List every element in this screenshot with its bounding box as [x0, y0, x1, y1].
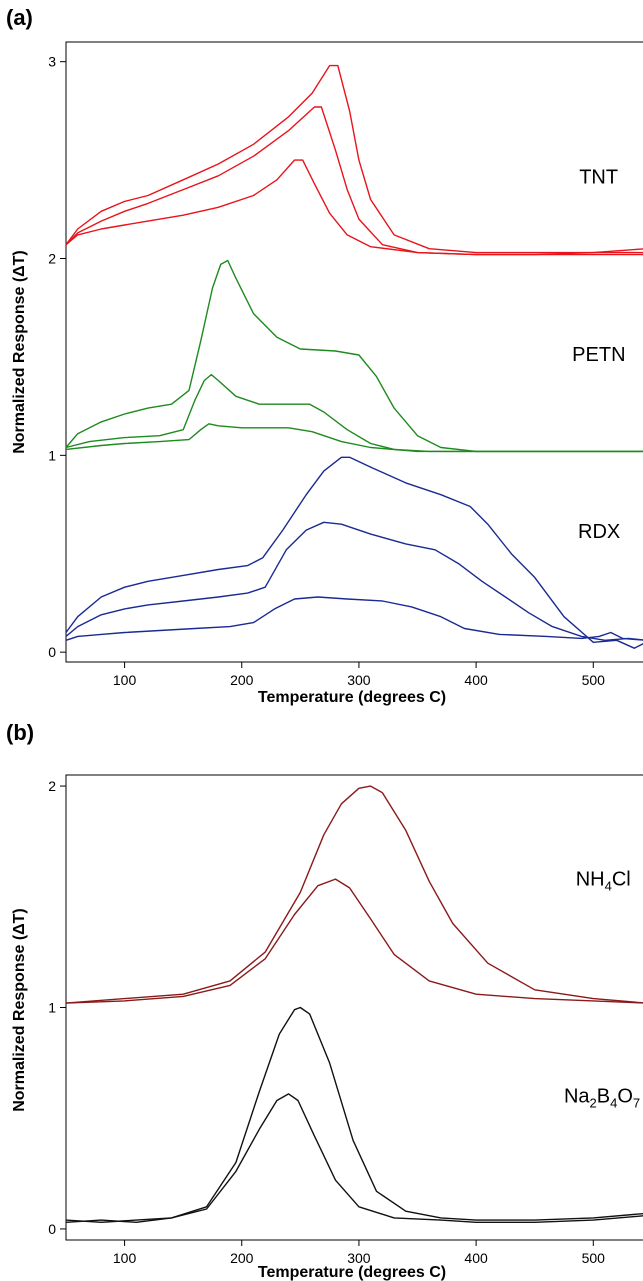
panel-a-series-rdx-line-8	[65, 596, 643, 641]
panel-b-series-labels: NH4Cl Na2B4O7	[564, 869, 640, 1111]
panel-b-series-label-1: Na2B4O7	[564, 1086, 640, 1111]
panel-a-x-tick-label-4: 500	[582, 672, 606, 688]
panel-b-y-axis-label: Normalized Response (ΔT)	[11, 908, 28, 1112]
panel-b-x-tick-label-3: 400	[464, 1250, 488, 1266]
panel-a-series-label-2: RDX	[578, 521, 620, 543]
panel-a-series-lines	[65, 64, 643, 649]
panel-b-series-nh4cl-line-1	[65, 878, 643, 1004]
panel-a-y-axis: 0 1 2 3	[48, 54, 66, 660]
panel-a-tnt-petn-rdx: (a) 0 1 2 3 100 200 300 400 500 TNT PETN RDX Temp…	[6, 5, 643, 706]
panel-b-y-axis: 0 1 2	[48, 778, 66, 1237]
panel-b-series-na2b4o7-line-3	[65, 1093, 643, 1223]
panel-b-nh4cl-na2b4o7: (b) 0 1 2 100 200 300 400 500 NH4Cl Na2B4O7 Tem…	[6, 720, 643, 1281]
panel-b-y-tick-label-1: 1	[48, 1000, 56, 1016]
panel-b-x-tick-label-4: 500	[582, 1250, 606, 1266]
panel-a-plot-frame	[65, 41, 643, 663]
panel-a-y-tick-label-1: 1	[48, 447, 56, 463]
panel-b-x-tick-label-0: 100	[113, 1250, 137, 1266]
panel-a-series-rdx-line-6	[65, 456, 643, 649]
panel-a-y-tick-label-3: 3	[48, 54, 56, 70]
panel-a-y-tick-label-2: 2	[48, 251, 56, 267]
panel-a-x-tick-label-2: 300	[347, 672, 371, 688]
panel-b-series-lines	[65, 785, 643, 1223]
panel-b-x-tick-label-2: 300	[347, 1250, 371, 1266]
panel-a-x-tick-label-0: 100	[113, 672, 137, 688]
panel-a-series-tnt-line-2	[65, 159, 643, 256]
panel-b-y-tick-label-2: 2	[48, 778, 56, 794]
panel-a-series-rdx-line-7	[65, 521, 643, 641]
panel-b-plot-frame	[65, 774, 643, 1241]
panel-a-series-tnt-line-1	[65, 106, 643, 256]
panel-a-x-tick-label-3: 400	[464, 672, 488, 688]
panel-a-series-petn-line-4	[65, 373, 643, 453]
panel-b-y-tick-label-0: 0	[48, 1221, 56, 1237]
panel-a-series-petn-line-3	[65, 259, 643, 453]
panel-a-x-axis: 100 200 300 400 500	[113, 662, 605, 688]
panel-b-label: (b)	[6, 720, 34, 745]
panel-a-series-label-1: PETN	[572, 344, 625, 366]
panel-b-x-axis: 100 200 300 400 500	[113, 1240, 605, 1266]
panel-a-series-petn-line-5	[65, 423, 643, 453]
panel-a-series-label-0: TNT	[579, 167, 618, 189]
panel-a-series-tnt-line-0	[65, 64, 643, 254]
panel-b-series-nh4cl-line-0	[65, 785, 643, 1004]
panel-b-x-tick-label-1: 200	[230, 1250, 254, 1266]
panel-a-y-axis-label: Normalized Response (ΔT)	[11, 250, 28, 454]
panel-b-x-axis-label: Temperature (degrees C)	[258, 1264, 446, 1281]
panel-a-x-axis-label: Temperature (degrees C)	[258, 689, 446, 706]
panel-a-series-labels: TNT PETN RDX	[572, 167, 625, 543]
panel-a-label: (a)	[6, 5, 33, 30]
panel-b-series-label-0: NH4Cl	[576, 869, 631, 894]
panel-a-y-tick-label-0: 0	[48, 644, 56, 660]
panel-a-x-tick-label-1: 200	[230, 672, 254, 688]
panel-b-series-na2b4o7-line-2	[65, 1006, 643, 1223]
